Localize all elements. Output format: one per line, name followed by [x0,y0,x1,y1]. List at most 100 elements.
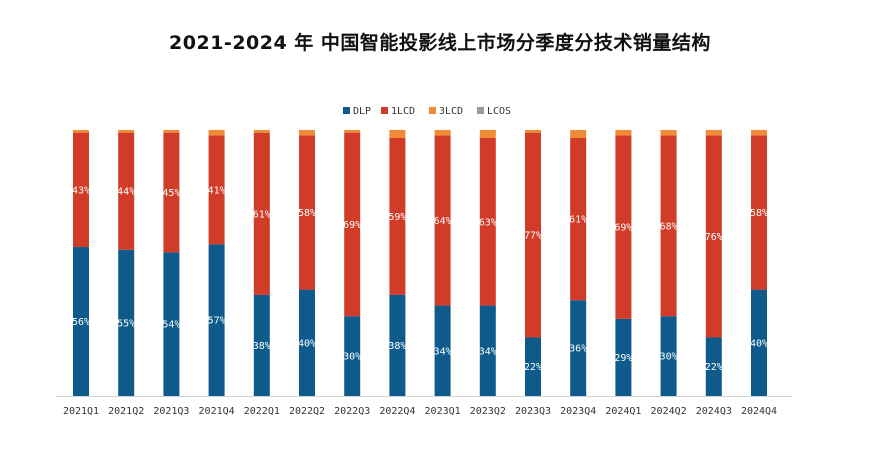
data-label-dlp-2024q4: 40% [750,338,768,349]
x-tick-label-2023q2: 2023Q2 [470,406,506,417]
data-label-1lcd-2022q2: 58% [298,208,316,219]
bar-segment-3lcd-2024q4 [751,130,767,136]
bar-segment-1lcd-2023q3 [525,132,541,338]
bar-segment-dlp-2023q3 [525,337,541,396]
bar-segment-dlp-2024q4 [751,289,767,396]
data-label-1lcd-2023q3: 77% [524,231,542,242]
bar-segment-3lcd-2022q4 [389,130,406,138]
x-tick-label-2024q3: 2024Q3 [696,406,732,417]
x-tick-label-2021q1: 2021Q1 [63,406,99,417]
data-label-dlp-2022q3: 30% [343,352,361,363]
x-tick-label-2024q2: 2024Q2 [651,406,687,417]
data-label-dlp-2023q2: 34% [479,346,497,357]
bar-segment-dlp-2021q4 [208,244,225,396]
data-label-dlp-2021q2: 55% [117,318,135,329]
bar-segment-1lcd-2021q1 [73,132,89,248]
bar-segment-dlp-2024q3 [705,337,722,396]
x-tick-label-2022q4: 2022Q4 [379,406,415,417]
bar-segment-1lcd-2024q4 [751,135,767,290]
data-label-1lcd-2022q3: 69% [343,220,361,231]
data-label-1lcd-2021q3: 45% [162,188,180,199]
legend-swatch-3lcd [429,107,436,114]
data-label-1lcd-2023q4: 61% [569,215,587,226]
bar-segment-dlp-2022q1 [253,294,270,396]
legend-swatch-lcos [477,107,484,114]
data-label-dlp-2023q4: 36% [569,344,587,355]
data-label-1lcd-2023q1: 64% [434,216,452,227]
x-tick-label-2021q3: 2021Q3 [153,406,189,417]
bar-segment-1lcd-2021q2 [118,132,135,250]
data-label-dlp-2024q1: 29% [614,353,632,364]
bar-segment-3lcd-2022q3 [344,130,361,133]
legend-label-1lcd: 1LCD [391,106,415,117]
data-label-1lcd-2021q4: 41% [208,185,226,196]
x-tick-label-2023q4: 2023Q4 [560,406,596,417]
bar-segment-1lcd-2021q3 [163,132,180,253]
data-label-1lcd-2024q2: 68% [660,221,678,232]
bar-segment-3lcd-2021q2 [118,130,135,133]
data-label-1lcd-2024q3: 76% [705,232,723,243]
bar-segment-1lcd-2022q1 [253,132,270,295]
bar-segment-dlp-2023q4 [570,300,587,396]
data-label-dlp-2022q1: 38% [253,341,271,352]
x-tick-label-2024q1: 2024Q1 [605,406,641,417]
data-label-1lcd-2024q4: 58% [750,208,768,219]
bar-segment-3lcd-2023q3 [525,130,541,133]
bar-segment-3lcd-2022q2 [299,130,315,136]
x-tick-label-2024q4: 2024Q4 [741,406,777,417]
bar-segment-1lcd-2022q3 [344,132,361,317]
data-label-dlp-2021q4: 57% [208,316,226,327]
data-label-dlp-2024q3: 22% [705,362,723,373]
data-label-dlp-2023q3: 22% [524,362,542,373]
bar-segment-dlp-2024q1 [615,318,632,396]
bar-segment-dlp-2023q2 [479,305,496,396]
data-label-1lcd-2022q4: 59% [388,212,406,223]
bar-segment-3lcd-2024q1 [615,130,632,136]
bar-segment-1lcd-2022q4 [389,137,406,295]
bar-segment-1lcd-2024q3 [705,135,722,338]
x-tick-label-2022q2: 2022Q2 [289,406,325,417]
data-label-1lcd-2021q2: 44% [117,187,135,198]
bar-segment-3lcd-2024q2 [660,130,677,136]
data-label-dlp-2022q4: 38% [388,341,406,352]
data-label-dlp-2024q2: 30% [660,352,678,363]
data-label-dlp-2022q2: 40% [298,338,316,349]
x-tick-label-2022q1: 2022Q1 [244,406,280,417]
bar-segment-3lcd-2023q4 [570,130,587,138]
x-tick-label-2023q3: 2023Q3 [515,406,551,417]
bar-segment-3lcd-2021q1 [73,130,89,133]
data-label-dlp-2023q1: 34% [434,346,452,357]
bar-segment-dlp-2022q2 [299,289,315,396]
bar-segment-dlp-2023q1 [434,305,451,396]
x-tick-label-2021q2: 2021Q2 [108,406,144,417]
bar-segment-1lcd-2022q2 [299,135,315,290]
bar-segment-1lcd-2021q4 [208,135,225,245]
bar-segment-3lcd-2023q1 [434,130,451,136]
bar-segment-1lcd-2024q2 [660,135,677,317]
data-label-1lcd-2021q1: 43% [72,185,90,196]
bar-segment-dlp-2021q2 [118,249,135,396]
data-label-1lcd-2022q1: 61% [253,209,271,220]
bar-segment-3lcd-2023q2 [479,130,496,138]
data-label-dlp-2021q3: 54% [162,320,180,331]
data-label-1lcd-2024q1: 69% [614,223,632,234]
bar-segment-dlp-2021q1 [73,247,89,396]
bar-segment-3lcd-2021q4 [208,130,225,136]
bar-segment-3lcd-2022q1 [253,130,270,133]
legend-swatch-1lcd [381,107,388,114]
bar-segment-1lcd-2024q1 [615,135,632,319]
data-label-1lcd-2023q2: 63% [479,217,497,228]
legend-label-dlp: DLP [353,106,371,117]
bar-segment-dlp-2024q2 [660,316,677,396]
bar-segment-dlp-2022q4 [389,294,406,396]
bar-segment-dlp-2021q3 [163,252,180,396]
bar-segment-3lcd-2024q3 [705,130,722,136]
bar-segment-1lcd-2023q2 [479,137,496,306]
x-tick-label-2022q3: 2022Q3 [334,406,370,417]
legend-label-lcos: LCOS [487,106,511,117]
x-tick-label-2021q4: 2021Q4 [199,406,235,417]
legend-label-3lcd: 3LCD [439,106,463,117]
x-tick-label-2023q1: 2023Q1 [425,406,461,417]
bar-segment-dlp-2022q3 [344,316,361,396]
